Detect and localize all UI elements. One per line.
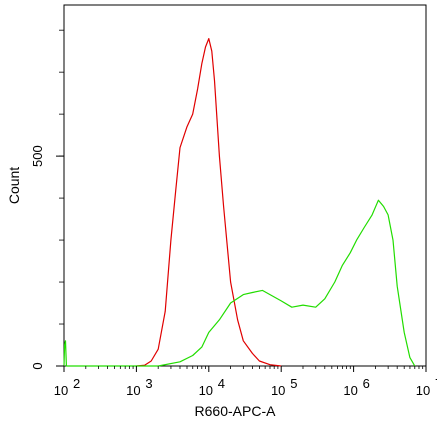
x-axis: 10 2 10 3 10 4 10 5 10 6 10 7	[54, 366, 437, 398]
series-line-1	[136, 37, 282, 367]
x-tick-label: 10	[199, 383, 213, 398]
x-axis-title: R660-APC-A	[195, 403, 277, 419]
x-tick-label: 10	[343, 383, 357, 398]
x-tick-exponent: 6	[363, 376, 370, 391]
x-tick-label: 10	[126, 383, 140, 398]
x-tick-label: 10	[54, 383, 68, 398]
y-tick-label: 500	[30, 145, 45, 167]
series-layer	[63, 37, 416, 367]
series-line-2	[63, 199, 416, 367]
y-axis: 0 500	[30, 29, 64, 370]
x-tick-exponent: 2	[73, 376, 80, 391]
plot-frame	[63, 4, 427, 367]
x-tick-label: 10	[416, 383, 430, 398]
y-axis-title: Count	[6, 167, 22, 204]
x-tick-exponent: 3	[145, 376, 152, 391]
x-tick-exponent: 7	[435, 376, 437, 391]
y-tick-label: 0	[30, 362, 45, 369]
x-tick-exponent: 4	[218, 376, 225, 391]
x-tick-exponent: 5	[290, 376, 297, 391]
x-tick-label: 10	[271, 383, 285, 398]
